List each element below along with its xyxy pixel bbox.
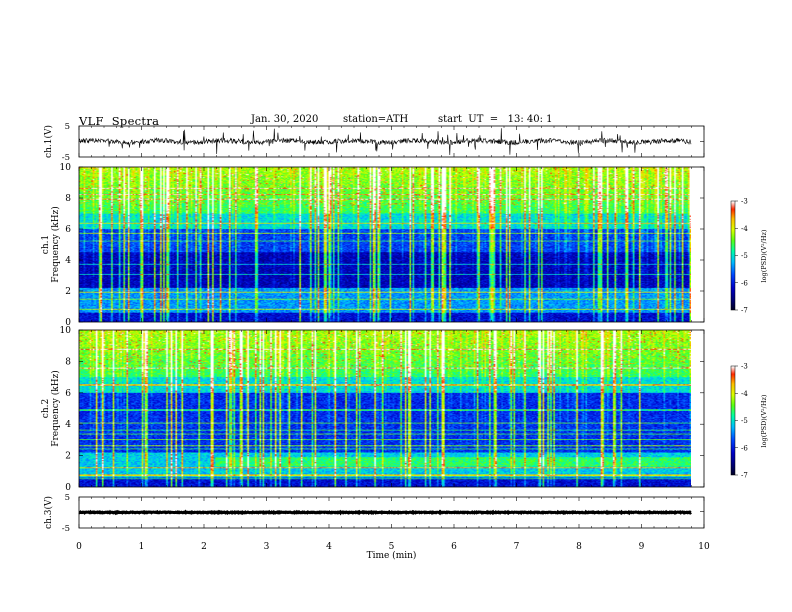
colorbar-tick-label: -5: [741, 252, 748, 260]
colorbar-tick-label: -6: [741, 279, 748, 287]
ch2-spectrogram: [79, 330, 691, 487]
x-tick-label: 0: [76, 542, 82, 552]
y-tick-label: 2: [65, 452, 71, 462]
y-tick-label: 0: [65, 483, 71, 493]
ch1-spectrogram: [79, 167, 691, 322]
colorbar-tick-label: -5: [741, 417, 748, 425]
y-tick-label: -5: [62, 524, 70, 534]
x-tick-label: 7: [514, 542, 520, 552]
channel-label: ch.2: [41, 399, 51, 418]
colorbar-tick-label: -7: [741, 472, 748, 480]
x-tick-label: 9: [639, 542, 645, 552]
x-tick-label: 1: [139, 542, 145, 552]
x-tick-label: 6: [451, 542, 457, 552]
colorbar-tick-label: -3: [741, 363, 748, 371]
x-tick-label: 3: [264, 542, 270, 552]
x-tick-label: 4: [326, 542, 332, 552]
x-tick-label: 8: [576, 542, 582, 552]
channel-label: ch.1: [41, 235, 51, 254]
y-tick-label: 5: [65, 122, 70, 132]
colorbar-tick-label: -6: [741, 444, 748, 452]
y-axis-label: Frequency (kHz): [50, 206, 61, 283]
station-label: station=ATH: [343, 114, 409, 125]
y-tick-label: 8: [65, 194, 71, 204]
x-tick-label: 10: [698, 542, 710, 552]
x-tick-label: 2: [201, 542, 207, 552]
colorbar-tick-label: -7: [741, 307, 748, 315]
colorbar-label: log(PSD)(V²/Hz): [760, 229, 768, 282]
y-tick-label: 6: [65, 225, 71, 235]
ch1-waveform-line: [78, 128, 692, 156]
y-tick-label: 2: [65, 287, 71, 297]
y-tick-label: 10: [60, 163, 72, 173]
y-axis-label: ch.1(V): [43, 125, 54, 158]
start-time-label: start UT = 13: 40: 1: [438, 114, 553, 125]
y-tick-label: 0: [65, 318, 71, 328]
y-tick-label: 4: [65, 420, 71, 430]
y-tick-label: 4: [65, 256, 71, 266]
x-tick-label: 5: [389, 542, 395, 552]
colorbar-tick-label: -4: [741, 390, 748, 398]
colorbar-tick-label: -3: [741, 198, 748, 206]
colorbar-1: [731, 201, 735, 310]
colorbar-2: [731, 366, 735, 475]
colorbar-tick-label: -4: [741, 225, 748, 233]
x-axis-label: Time (min): [367, 550, 417, 561]
y-tick-label: -5: [62, 153, 70, 163]
panel-frame-1: [78, 125, 705, 158]
y-tick-label: 8: [65, 357, 71, 367]
ch3-waveform-line: [78, 509, 692, 516]
y-axis-label: ch.3(V): [43, 496, 54, 529]
y-tick-label: 6: [65, 389, 71, 399]
y-tick-label: 5: [65, 493, 70, 503]
date-label: Jan. 30, 2020: [251, 114, 319, 125]
chart-title: VLF Spectra: [79, 114, 160, 128]
y-axis-label: Frequency (kHz): [50, 370, 61, 447]
colorbar-label: log(PSD)(V²/Hz): [760, 394, 768, 447]
y-tick-label: 10: [60, 326, 72, 336]
